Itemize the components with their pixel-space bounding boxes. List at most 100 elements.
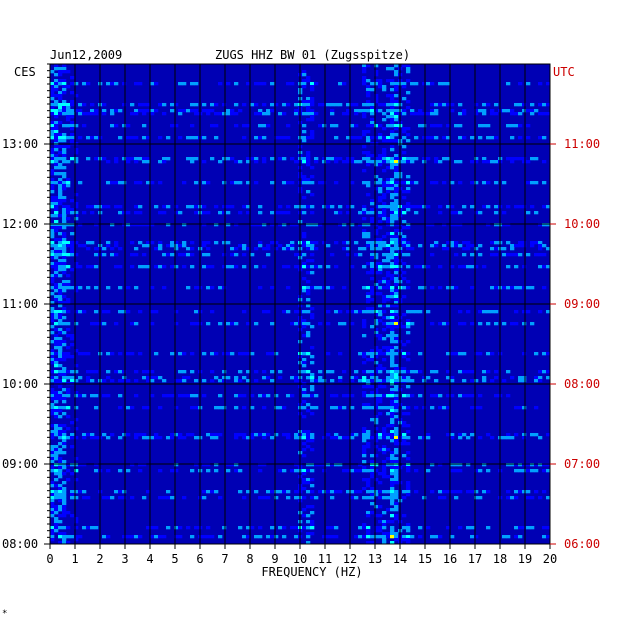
spectrogram-cell bbox=[66, 478, 71, 482]
spectrogram-cell bbox=[58, 187, 63, 191]
spectrogram-cell bbox=[62, 481, 67, 485]
spectrogram-cell bbox=[530, 469, 535, 473]
spectrogram-cell bbox=[390, 508, 395, 512]
spectrogram-cell bbox=[134, 394, 139, 398]
spectrogram-cell bbox=[382, 217, 387, 221]
spectrogram-cell bbox=[390, 415, 395, 419]
spectrogram-cell bbox=[358, 490, 363, 494]
spectrogram-cell bbox=[310, 97, 315, 101]
spectrogram-cell bbox=[94, 310, 99, 314]
spectrogram-cell bbox=[462, 136, 467, 140]
spectrogram-cell bbox=[62, 460, 67, 464]
spectrogram-cell bbox=[222, 265, 227, 269]
spectrogram-cell bbox=[102, 322, 107, 326]
spectrogram-cell bbox=[494, 247, 499, 251]
spectrogram-cell bbox=[502, 436, 507, 440]
spectrogram-cell bbox=[258, 496, 263, 500]
spectrogram-cell bbox=[390, 478, 395, 482]
spectrogram-cell bbox=[78, 265, 83, 269]
spectrogram-cell bbox=[406, 286, 411, 290]
spectrogram-cell bbox=[494, 310, 499, 314]
spectrogram-cell bbox=[50, 136, 55, 140]
spectrogram-cell bbox=[458, 463, 463, 467]
spectrogram-cell bbox=[402, 130, 407, 134]
spectrogram-cell bbox=[546, 247, 551, 251]
spectrogram-cell bbox=[50, 352, 55, 356]
right-tick-label: 06:00 bbox=[564, 537, 600, 551]
spectrogram-cell bbox=[66, 124, 71, 128]
spectrogram-cell bbox=[166, 205, 171, 209]
spectrogram-cell bbox=[406, 280, 411, 284]
spectrogram-cell bbox=[406, 310, 411, 314]
spectrogram-cell bbox=[518, 469, 523, 473]
spectrogram-cell bbox=[238, 469, 243, 473]
spectrogram-cell bbox=[54, 526, 59, 530]
spectrogram-cell bbox=[326, 265, 331, 269]
spectrogram-cell bbox=[130, 496, 135, 500]
spectrogram-cell bbox=[374, 70, 379, 74]
spectrogram-cell bbox=[262, 463, 267, 467]
spectrogram-cell bbox=[246, 322, 251, 326]
spectrogram-cell bbox=[222, 211, 227, 215]
spectrogram-cell bbox=[310, 316, 315, 320]
spectrogram-cell bbox=[206, 535, 211, 539]
spectrogram-cell bbox=[470, 490, 475, 494]
spectrogram-cell bbox=[62, 433, 67, 437]
spectrogram-cell bbox=[366, 511, 371, 515]
spectrogram-cell bbox=[94, 406, 99, 410]
spectrogram-cell bbox=[130, 112, 135, 116]
spectrogram-cell bbox=[390, 457, 395, 461]
spectrogram-cell bbox=[62, 379, 67, 383]
spectrogram-cell bbox=[354, 433, 359, 437]
spectrogram-cell bbox=[546, 205, 551, 209]
spectrogram-cell bbox=[74, 520, 79, 524]
x-tick-label: 4 bbox=[146, 552, 153, 566]
spectrogram-cell bbox=[306, 334, 311, 338]
spectrogram-cell bbox=[378, 211, 383, 215]
spectrogram-cell bbox=[310, 361, 315, 365]
spectrogram-cell bbox=[378, 400, 383, 404]
spectrogram-cell bbox=[62, 307, 67, 311]
spectrogram-cell bbox=[310, 88, 315, 92]
spectrogram-cell bbox=[426, 157, 431, 161]
spectrogram-cell bbox=[50, 274, 55, 278]
spectrogram-cell bbox=[50, 454, 55, 458]
spectrogram-cell bbox=[142, 124, 147, 128]
spectrogram-cell bbox=[354, 241, 359, 245]
spectrogram-cell bbox=[54, 397, 59, 401]
spectrogram-cell bbox=[306, 190, 311, 194]
spectrogram-cell bbox=[314, 247, 319, 251]
spectrogram-cell bbox=[530, 322, 535, 326]
spectrogram-cell bbox=[366, 352, 371, 356]
spectrogram-cell bbox=[146, 436, 151, 440]
spectrogram-cell bbox=[518, 157, 523, 161]
spectrogram-cell bbox=[446, 433, 451, 437]
x-tick-label: 5 bbox=[171, 552, 178, 566]
spectrogram-cell bbox=[90, 136, 95, 140]
spectrogram-cell bbox=[290, 394, 295, 398]
spectrogram-cell bbox=[478, 394, 483, 398]
spectrogram-cell bbox=[430, 253, 435, 257]
spectrogram-cell bbox=[258, 223, 263, 227]
spectrogram-cell bbox=[438, 211, 443, 215]
spectrogram-cell bbox=[342, 469, 347, 473]
spectrogram-cell bbox=[374, 286, 379, 290]
spectrogram-cell bbox=[394, 397, 399, 401]
spectrogram-cell bbox=[406, 538, 411, 542]
spectrogram-cell bbox=[386, 520, 391, 524]
spectrogram-cell bbox=[486, 490, 491, 494]
spectrogram-cell bbox=[378, 436, 383, 440]
spectrogram-cell bbox=[102, 253, 107, 257]
spectrogram-cell bbox=[382, 85, 387, 89]
spectrogram-cell bbox=[366, 262, 371, 266]
spectrogram-cell bbox=[510, 136, 515, 140]
spectrogram-cell bbox=[394, 169, 399, 173]
spectrogram-cell bbox=[162, 535, 167, 539]
spectrogram-cell bbox=[466, 244, 471, 248]
spectrogram-cell bbox=[526, 124, 531, 128]
spectrogram-cell bbox=[394, 394, 399, 398]
spectrogram-cell bbox=[538, 112, 543, 116]
spectrogram-cell bbox=[150, 322, 155, 326]
spectrogram-cell bbox=[378, 265, 383, 269]
spectrogram-cell bbox=[486, 526, 491, 530]
